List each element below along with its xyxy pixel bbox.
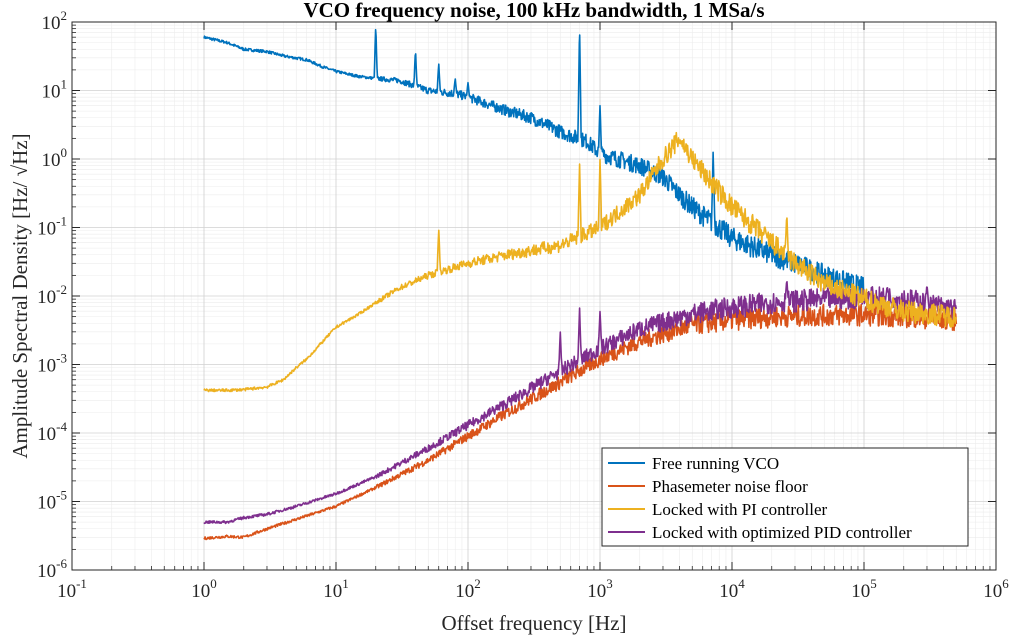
series-line xyxy=(203,28,865,298)
x-tick-label: 105 xyxy=(851,576,877,602)
y-tick-label: 10-5 xyxy=(37,488,67,514)
y-tick-label: 101 xyxy=(42,77,68,103)
x-tick-label: 10-1 xyxy=(57,576,87,602)
legend-label-free-running: Free running VCO xyxy=(652,454,779,473)
legend-label-pid: Locked with optimized PID controller xyxy=(652,523,912,542)
y-tick-label: 100 xyxy=(42,145,68,171)
series-line xyxy=(203,303,958,541)
y-tick-label: 10-1 xyxy=(37,214,67,240)
y-tick-label: 10-3 xyxy=(37,351,67,377)
y-tick-label: 10-6 xyxy=(37,556,67,582)
x-tick-label: 103 xyxy=(587,576,613,602)
series-line xyxy=(203,131,958,393)
x-tick-label: 100 xyxy=(191,576,217,602)
x-tick-label: 102 xyxy=(455,576,481,602)
legend: Free running VCO Phasemeter noise floor … xyxy=(601,447,969,547)
y-tick-label: 102 xyxy=(42,8,68,34)
x-tick-labels: 10-1 100 101 102 103 104 105 106 xyxy=(57,576,1009,602)
y-axis-label: Amplitude Spectral Density [Hz/ √Hz] xyxy=(8,133,32,458)
y-tick-labels: 10-6 10-5 10-4 10-3 10-2 10-1 100 101 102 xyxy=(37,8,67,582)
x-tick-label: 104 xyxy=(719,576,745,602)
series-layer xyxy=(203,28,958,541)
tick-marks xyxy=(71,21,997,571)
x-axis-label: Offset frequency [Hz] xyxy=(441,611,626,635)
legend-box xyxy=(601,447,969,547)
y-tick-label: 10-4 xyxy=(37,419,67,445)
x-tick-label: 101 xyxy=(323,576,349,602)
legend-label-phasemeter: Phasemeter noise floor xyxy=(652,477,808,496)
legend-label-pi: Locked with PI controller xyxy=(652,500,827,519)
chart-title: VCO frequency noise, 100 kHz bandwidth, … xyxy=(303,0,764,22)
x-tick-label: 106 xyxy=(983,576,1009,602)
y-tick-label: 10-2 xyxy=(37,282,67,308)
